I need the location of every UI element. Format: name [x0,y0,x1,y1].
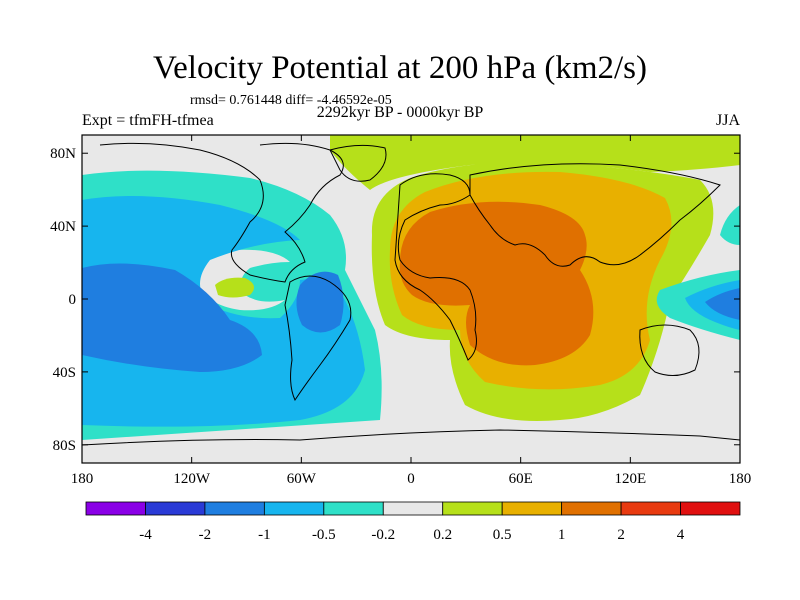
field-east-negative-north [720,205,740,245]
field-negative-1-west [82,263,262,372]
stats-label: rmsd= 0.761448 diff= -4.46592e-05 [190,93,392,108]
colorbar-label: -0.2 [371,527,395,543]
field-positive-1 [399,201,594,366]
lat-tick-label: 80N [50,146,76,162]
colorbar: -4 -2 -1 -0.5 -0.2 0.2 0.5 1 2 4 [85,501,741,543]
lon-tick-label: 120W [173,471,211,487]
colorbar-swatch [145,501,206,516]
season-label: JJA [715,112,740,129]
lon-tick-label: 180 [71,471,94,487]
colorbar-label: -0.5 [312,527,336,543]
colorbar-label: 1 [558,527,566,543]
field-small-positive [215,277,254,298]
colorbar-swatch [85,501,146,516]
lat-tick-label: 0 [69,292,77,308]
colorbar-label: -1 [258,527,271,543]
lon-tick-label: 180 [729,471,752,487]
lat-tick-label: 40S [53,365,76,381]
colorbar-swatch [204,501,265,516]
field-negative-1-amazon [296,271,344,333]
latitude-axis: 80N 40N 0 40S 80S [50,146,740,454]
colorbar-swatch [442,501,503,516]
lon-tick-label: 0 [407,471,415,487]
colorbar-swatch [501,501,563,516]
colorbar-label: 0.5 [493,527,512,543]
lat-tick-label: 80S [53,438,76,454]
colorbar-label: -2 [199,527,212,543]
lon-tick-label: 60W [287,471,317,487]
lon-tick-label: 60E [509,471,533,487]
colorbar-swatch [680,501,741,516]
longitude-axis: 180 120W 60W 0 60E 120E 180 [71,135,752,487]
lat-tick-label: 40N [50,219,76,235]
colorbar-label: 4 [677,527,685,543]
colorbar-swatch [323,501,384,516]
colorbar-label: 2 [617,527,625,543]
coastlines [82,142,740,446]
map-panel [82,135,740,463]
field-east-negative-1 [705,288,740,320]
period-label: 2292kyr BP - 0000kyr BP [316,104,484,121]
colorbar-swatch [620,501,681,516]
experiment-label: Expt = tfmFH-tfmea [82,112,214,129]
colorbar-swatch [263,501,325,516]
lon-tick-label: 120E [614,471,646,487]
colorbar-swatch [382,501,444,516]
colorbar-label: 0.2 [433,527,452,543]
colorbar-swatch [561,501,622,516]
colorbar-label: -4 [139,527,152,543]
map-title: Velocity Potential at 200 hPa (km2/s) [152,50,648,86]
